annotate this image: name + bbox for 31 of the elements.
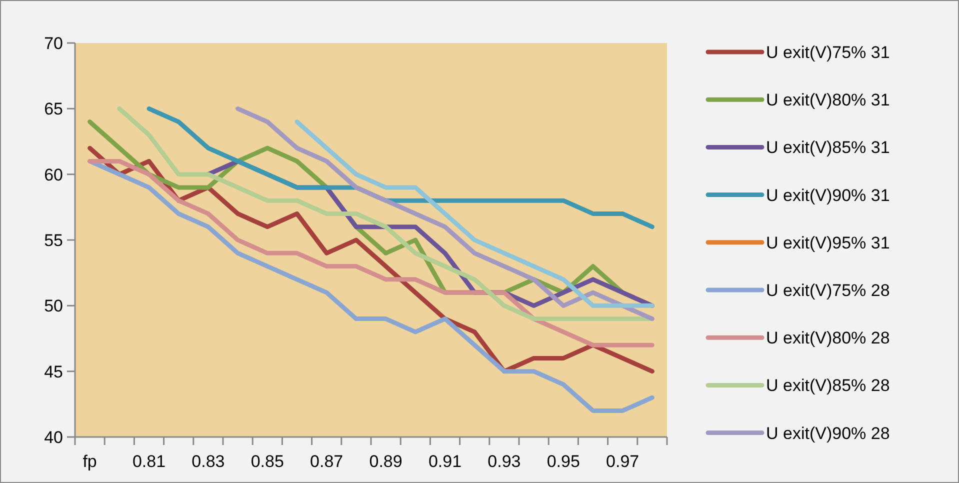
x-tick-label: 0.97 (606, 452, 640, 471)
legend-label: U exit(V)85% 31 (766, 138, 890, 158)
x-tick-label: 0.83 (192, 452, 225, 471)
line-series (117, 106, 654, 322)
y-tick-label: 65 (44, 100, 63, 119)
line-series (88, 158, 654, 348)
legend-label: U exit(V)85% 28 (766, 376, 890, 396)
legend-label: U exit(V)80% 28 (766, 328, 890, 348)
y-tick-label: 45 (44, 362, 63, 382)
x-tick-label: 0.93 (488, 452, 521, 471)
x-tick-label: 0.95 (546, 452, 580, 471)
x-tick-label: 0.85 (250, 452, 284, 471)
legend-label: U exit(V)90% 28 (766, 424, 890, 443)
x-tick-label: 0.87 (310, 452, 344, 471)
line-series (294, 120, 654, 308)
y-tick-label: 60 (44, 165, 63, 184)
line-series (236, 106, 654, 322)
y-tick-label: 70 (44, 34, 63, 53)
x-tick-label: fp (82, 452, 97, 471)
line-series (146, 106, 654, 230)
y-tick-label: 40 (44, 428, 63, 447)
legend-label: U exit(V)95% 31 (766, 233, 890, 252)
x-tick-label: 0.89 (369, 452, 402, 471)
legend-label: U exit(V)75% 28 (766, 280, 890, 300)
y-tick-label: 50 (44, 296, 63, 316)
x-tick-label: 0.91 (428, 452, 462, 471)
legend-label: U exit(V)75% 31 (766, 42, 890, 62)
legend-label: U exit(V)80% 31 (766, 90, 890, 110)
x-tick-label: 0.81 (132, 452, 166, 471)
y-tick-label: 55 (44, 230, 63, 250)
legend-label: U exit(V)90% 31 (766, 186, 890, 205)
